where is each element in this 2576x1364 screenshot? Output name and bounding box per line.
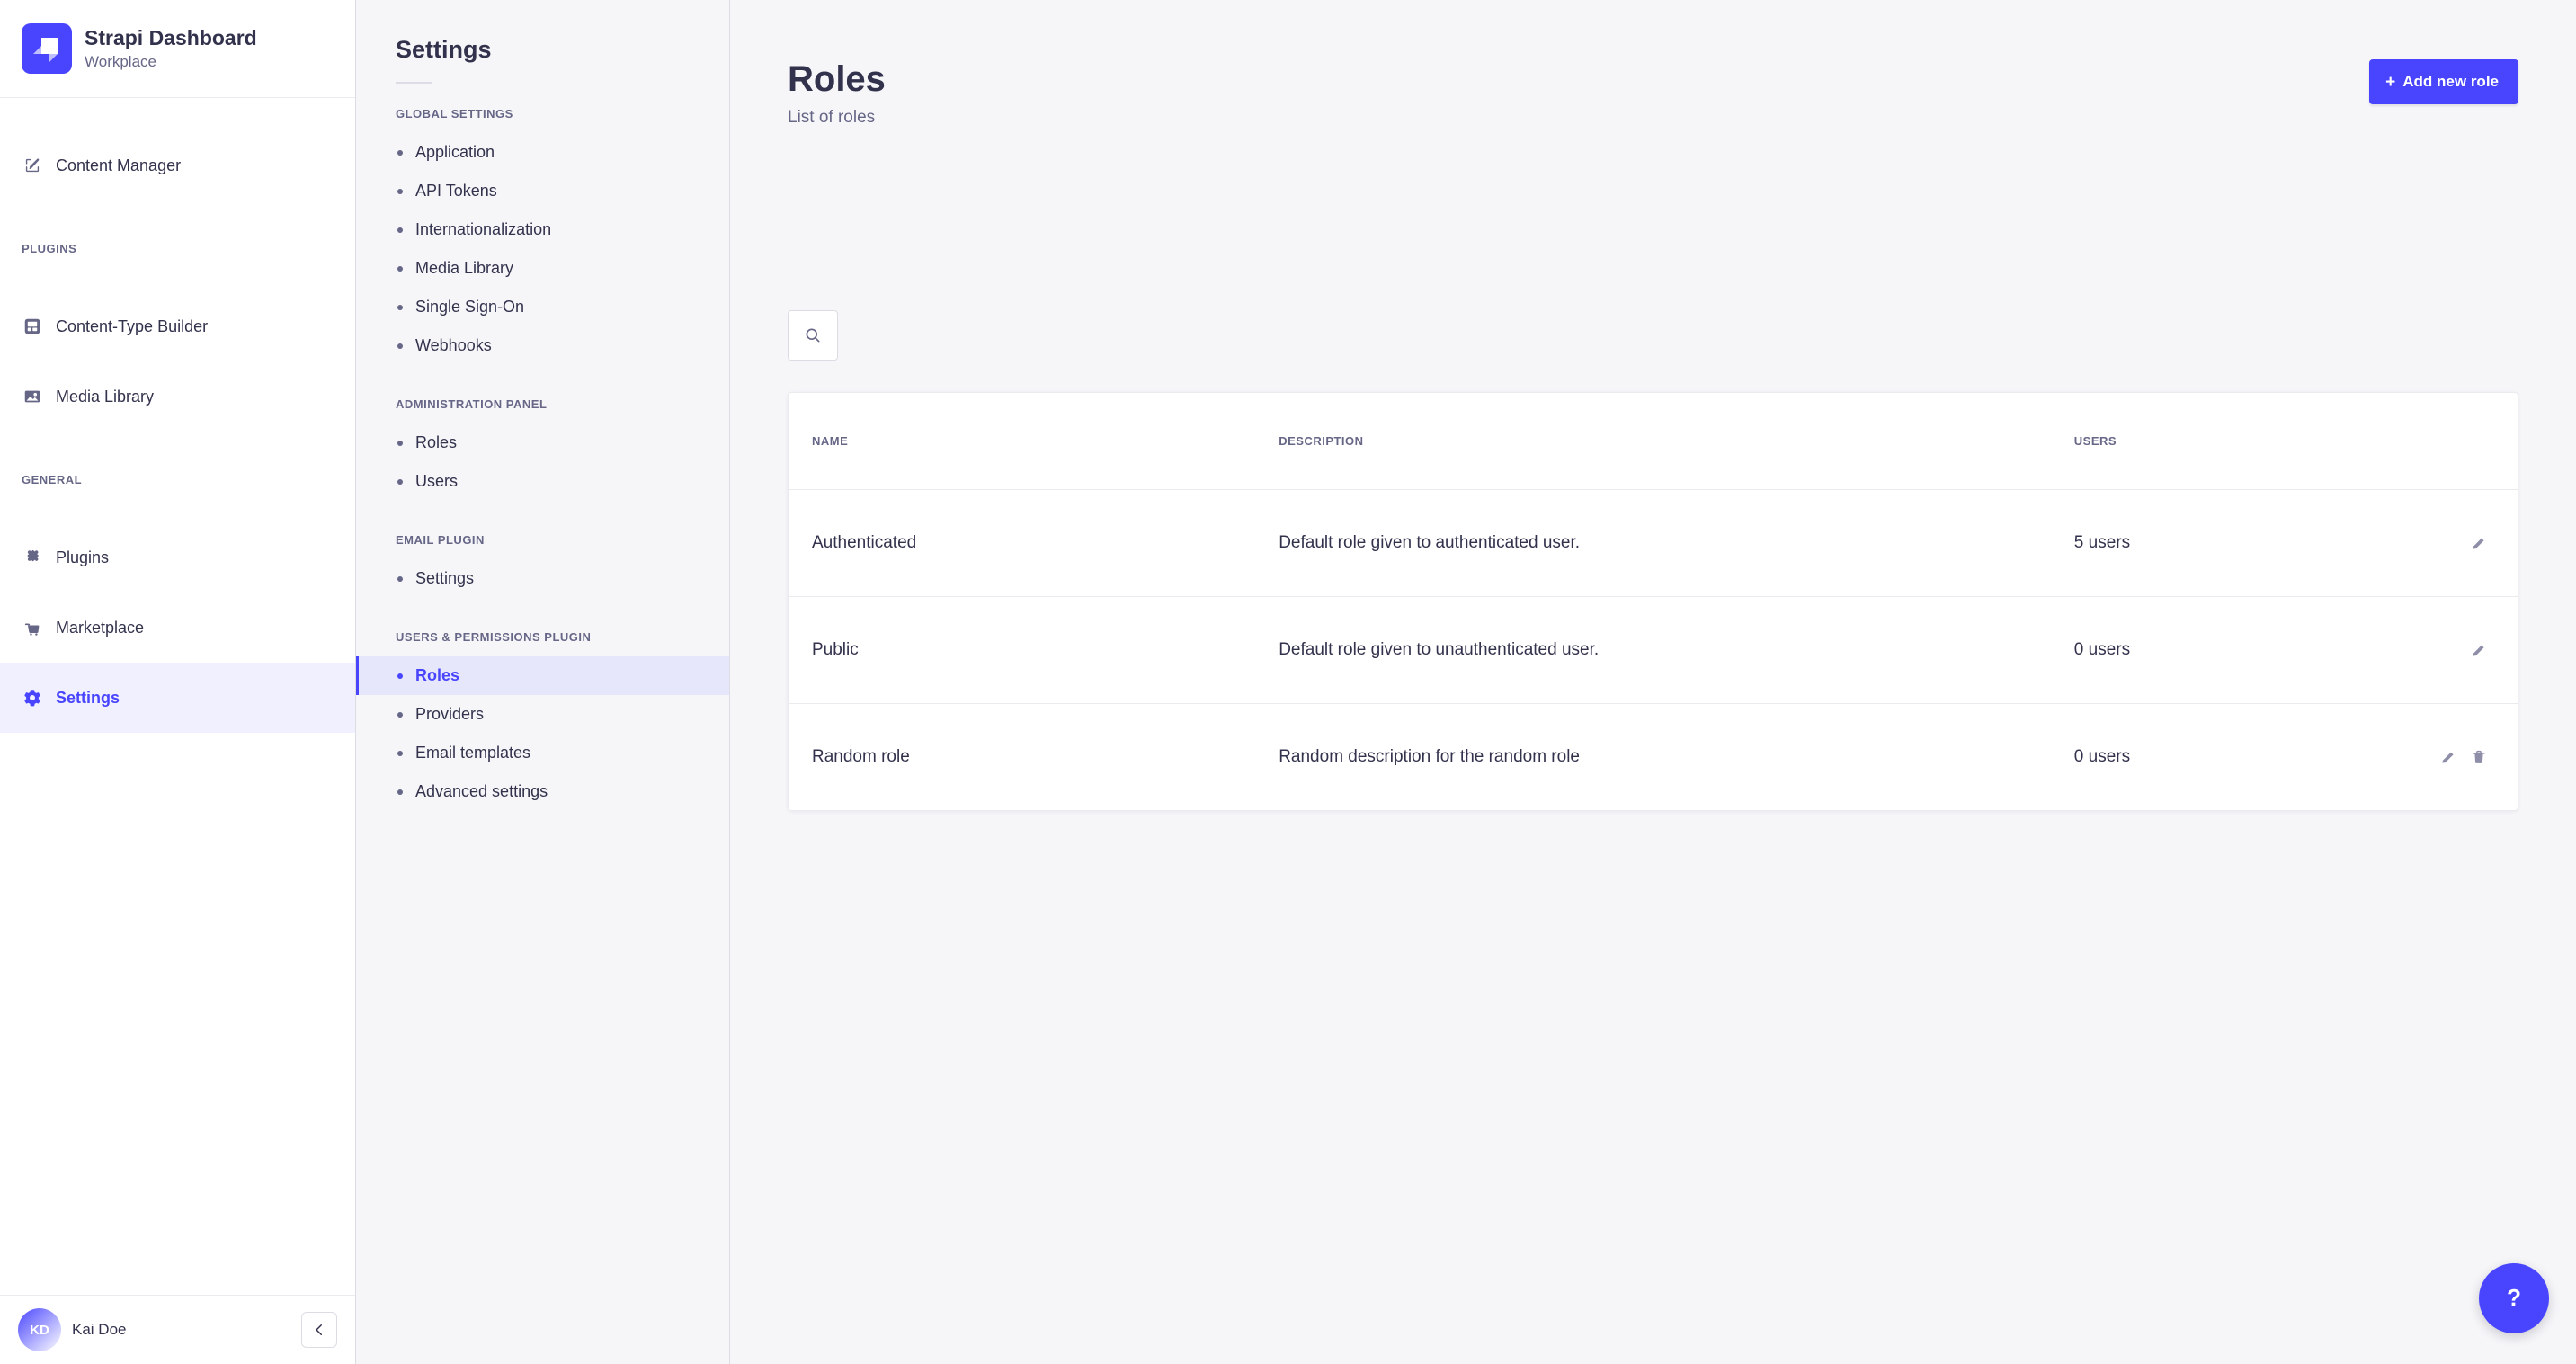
svg-text:?: ?: [2507, 1285, 2521, 1311]
